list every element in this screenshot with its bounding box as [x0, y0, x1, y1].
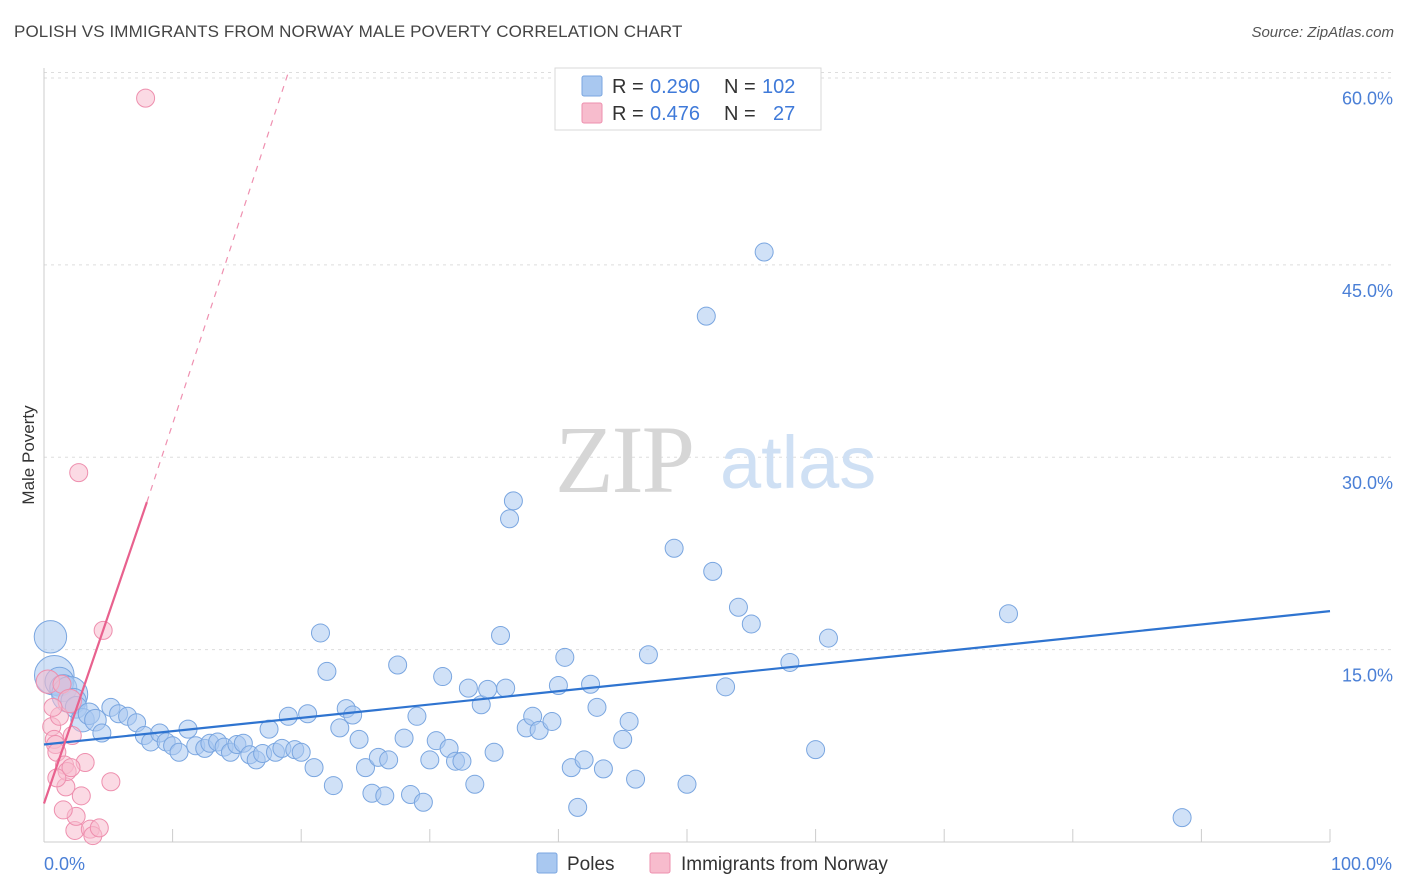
- poles-point: [349, 729, 369, 749]
- watermark-atlas: atlas: [720, 421, 876, 504]
- poles-point: [379, 750, 399, 770]
- bottom-legend-label-norway: Immigrants from Norway: [681, 854, 888, 875]
- poles-point: [568, 797, 588, 817]
- poles-point: [304, 758, 324, 778]
- poles-point: [818, 628, 838, 648]
- poles-point: [356, 758, 375, 778]
- poles-point: [677, 774, 697, 794]
- legend-r-value-norway: 0.476: [650, 103, 700, 125]
- poles-point: [458, 678, 478, 698]
- poles-point: [343, 705, 363, 725]
- legend: R = 0.290 N = 102 R = 0.476 N = 27: [554, 67, 822, 131]
- norway-point: [61, 758, 81, 778]
- poles-point: [310, 623, 330, 643]
- x-tick-label: 0.0%: [44, 854, 85, 874]
- poles-point: [33, 620, 68, 654]
- bottom-legend-swatch-norway: [649, 852, 671, 874]
- x-tick-label: 100.0%: [1331, 854, 1392, 874]
- norway-point: [101, 772, 121, 792]
- poles-point: [478, 679, 498, 699]
- trend-layer: [42, 72, 1331, 804]
- bottom-legend-label-poles: Poles: [567, 854, 615, 875]
- poles-points: [33, 242, 1192, 828]
- poles-point: [317, 661, 337, 681]
- poles-point: [298, 704, 318, 724]
- norway-point: [71, 786, 91, 806]
- legend-swatch-poles: [581, 75, 603, 97]
- y-tick-label: 60.0%: [1342, 88, 1393, 108]
- poles-point: [716, 677, 736, 697]
- poles-point: [593, 759, 613, 779]
- grid-layer: [44, 71, 1392, 651]
- poles-point: [375, 786, 395, 806]
- poles-point: [806, 740, 826, 760]
- poles-point: [394, 728, 414, 748]
- poles-point: [420, 750, 440, 770]
- poles-point: [491, 626, 511, 646]
- poles-point: [619, 711, 639, 731]
- poles-point: [728, 597, 748, 617]
- norway-point: [69, 463, 89, 483]
- poles-point: [323, 776, 343, 796]
- poles-point: [574, 750, 594, 770]
- norway-trend-line: [42, 501, 148, 804]
- bottom-legend: Poles Immigrants from Norway: [536, 852, 888, 875]
- poles-point: [388, 655, 408, 675]
- norway-point: [43, 697, 63, 717]
- y-tick-label: 30.0%: [1342, 473, 1393, 493]
- legend-n-label-poles: N =: [724, 76, 756, 98]
- watermark-zip: ZIP: [555, 406, 693, 513]
- poles-point: [503, 491, 523, 511]
- legend-r-label-norway: R =: [612, 103, 644, 125]
- poles-point: [278, 706, 298, 726]
- poles-point: [407, 706, 427, 726]
- poles-point: [754, 242, 774, 262]
- chart-title: POLISH VS IMMIGRANTS FROM NORWAY MALE PO…: [14, 22, 683, 41]
- legend-n-value-norway: 27: [773, 103, 795, 125]
- poles-point: [452, 751, 472, 771]
- poles-point: [169, 742, 189, 762]
- legend-r-label-poles: R =: [612, 76, 644, 98]
- poles-point: [741, 614, 761, 634]
- poles-point: [413, 792, 433, 812]
- legend-swatch-norway: [581, 102, 603, 124]
- y-axis-label: Male Poverty: [19, 405, 38, 505]
- poles-point: [496, 678, 516, 698]
- y-tick-label: 15.0%: [1342, 666, 1393, 686]
- legend-n-label-norway: N =: [724, 103, 756, 125]
- poles-point: [613, 729, 633, 749]
- poles-point: [542, 711, 562, 731]
- norway-point: [89, 818, 109, 838]
- poles-point: [465, 774, 485, 794]
- poles-point: [581, 674, 601, 694]
- poles-point: [664, 538, 684, 558]
- legend-r-value-poles: 0.290: [650, 76, 700, 98]
- poles-point: [291, 742, 311, 762]
- norway-point: [136, 88, 156, 108]
- norway-trend-extension: [146, 72, 289, 503]
- chart-source: Source: ZipAtlas.com: [1251, 24, 1394, 41]
- poles-point: [484, 742, 504, 762]
- poles-point: [587, 697, 607, 717]
- poles-point: [999, 604, 1018, 624]
- poles-point: [638, 645, 658, 665]
- watermark: ZIP atlas: [555, 406, 876, 513]
- poles-point: [1172, 808, 1192, 828]
- norway-point: [53, 800, 73, 820]
- poles-point: [555, 647, 575, 667]
- poles-point: [696, 306, 716, 326]
- poles-point: [703, 561, 723, 581]
- y-tick-label: 45.0%: [1342, 281, 1393, 301]
- poles-point: [330, 718, 350, 738]
- poles-trend-line: [43, 610, 1331, 746]
- legend-n-value-poles: 102: [762, 76, 795, 98]
- poles-point: [433, 667, 453, 687]
- tick-layer: 15.0% 30.0% 45.0% 60.0% 0.0% 100.0%: [44, 88, 1393, 874]
- poles-point: [500, 509, 520, 529]
- poles-point: [626, 769, 646, 789]
- bottom-legend-swatch-poles: [536, 852, 558, 874]
